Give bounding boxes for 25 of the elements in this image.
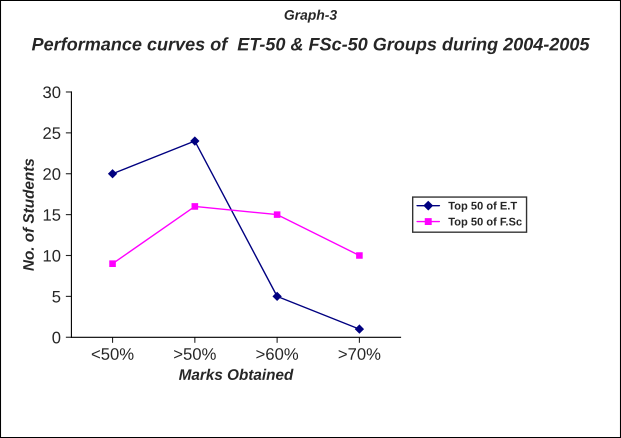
x-tick-label: <50%: [92, 348, 134, 360]
y-tick-label: 20: [43, 168, 60, 180]
x-tick-label: >60%: [256, 348, 298, 360]
y-tick-label: 30: [43, 86, 60, 98]
chart-title: Graph-3: [284, 10, 337, 23]
point: [109, 260, 116, 267]
point: [356, 252, 363, 259]
point: [190, 136, 200, 146]
y-tick-label: 15: [44, 209, 60, 221]
legend-label: Top 50 of E.T: [448, 201, 518, 212]
point: [274, 211, 280, 218]
y-tick-label: 25: [43, 127, 60, 140]
point: [272, 292, 282, 301]
y-tick-label: 10: [44, 250, 60, 262]
y-tick-label: 5: [52, 290, 60, 303]
x-tick-label: >50%: [174, 348, 216, 360]
point: [192, 203, 198, 210]
chart-subtitle: Performance curves of ET-50 & FSc-50 Groups during 2004-2005: [32, 37, 590, 54]
x-tick-label: >70%: [338, 348, 380, 360]
point: [354, 324, 364, 334]
y-axis-title: No. of Students: [22, 158, 34, 271]
y-tick-label: 0: [52, 332, 60, 344]
x-axis-title: Marks Obtained: [178, 368, 294, 380]
legend-label: Top 50 of F.Sc: [448, 217, 522, 228]
point: [108, 169, 118, 178]
